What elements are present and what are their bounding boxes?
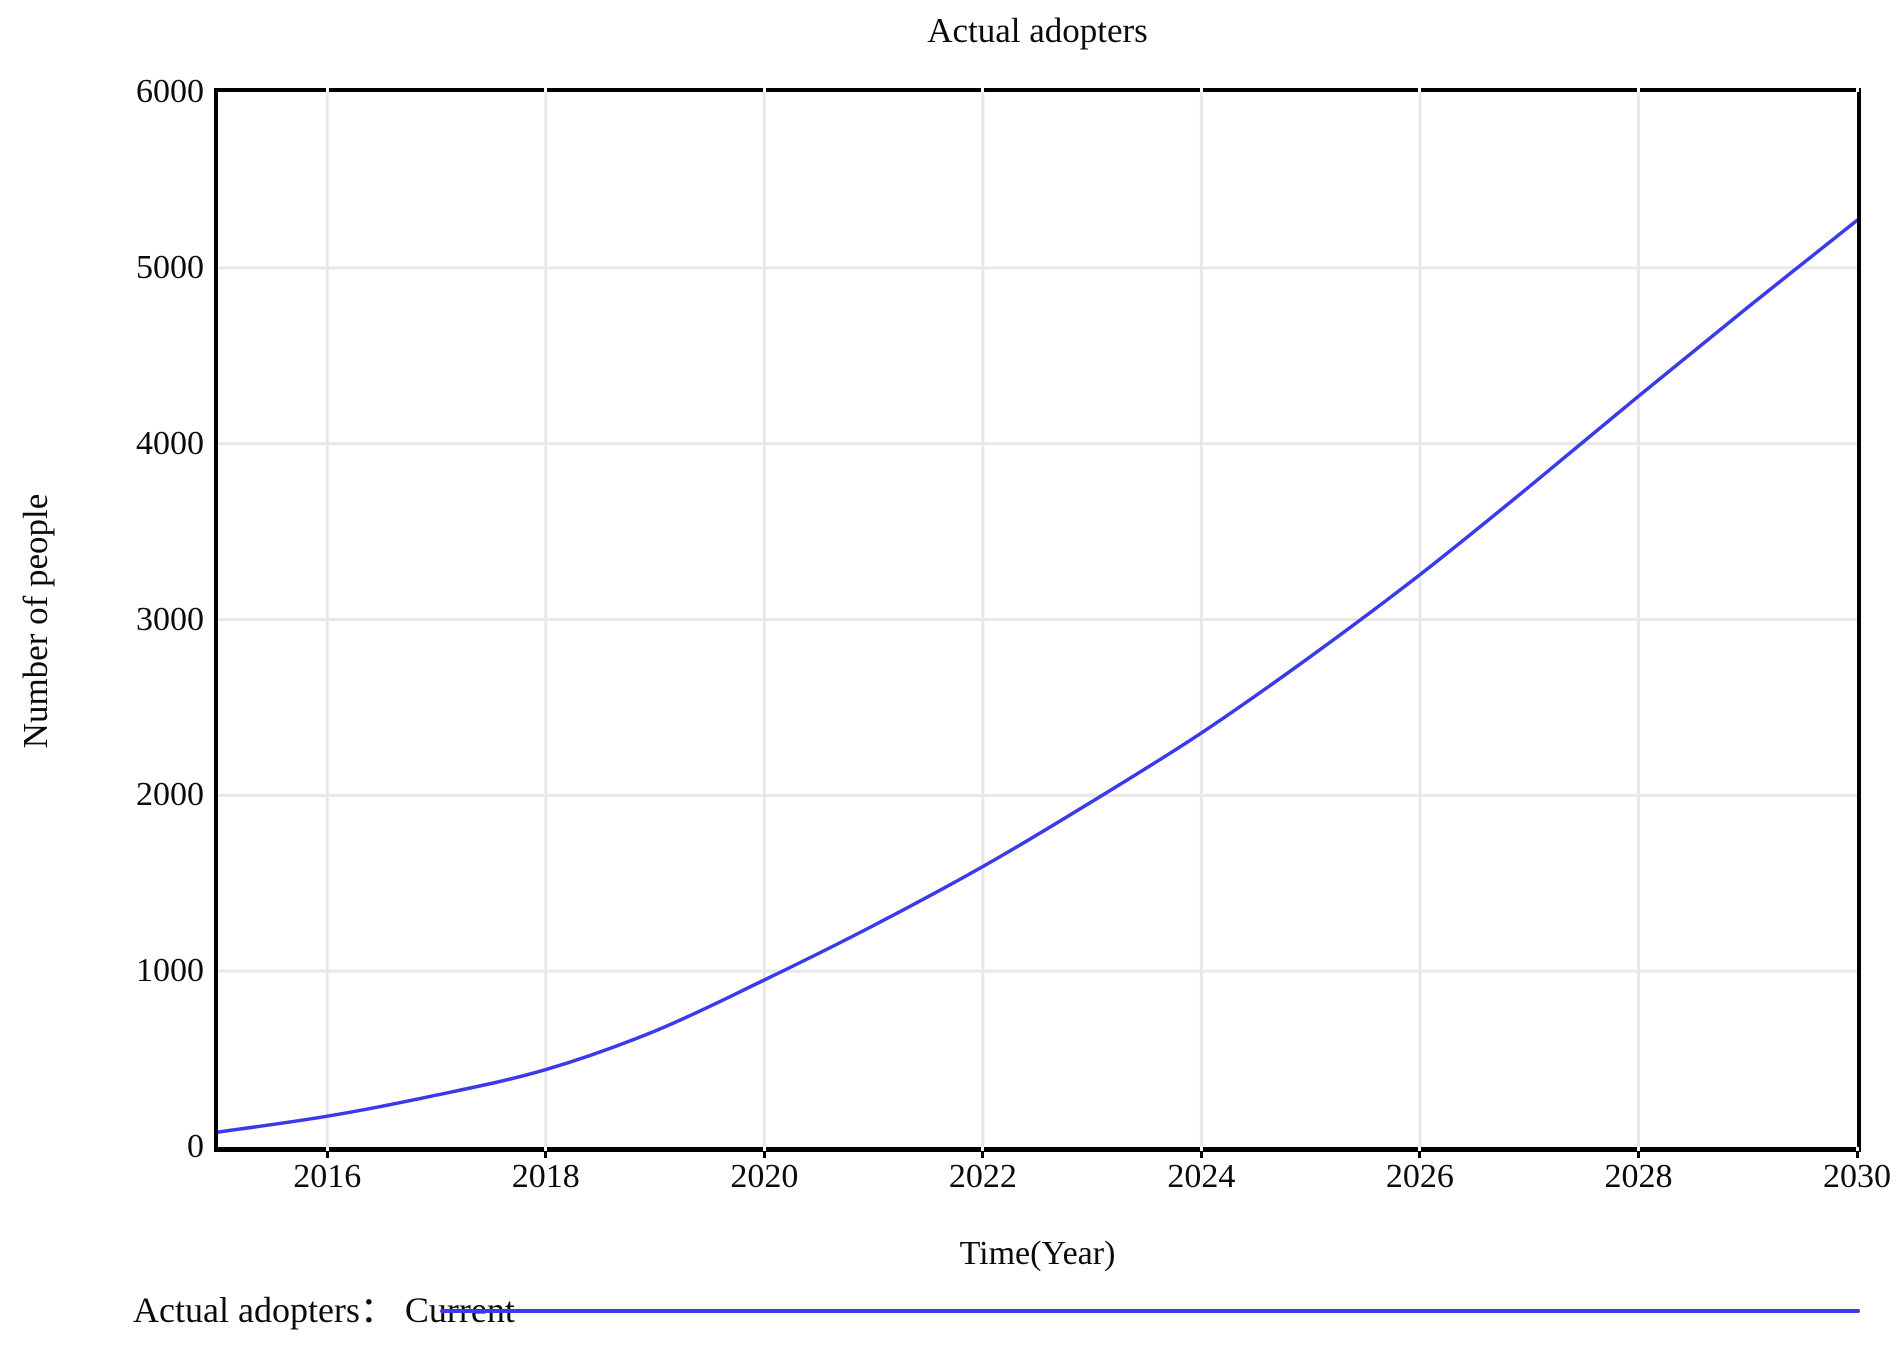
x-axis-tick: [1636, 1152, 1640, 1158]
x-tick-label: 2020: [730, 1158, 799, 1195]
x-axis-tick-notch: [981, 88, 985, 92]
x-axis-tick: [544, 1152, 548, 1158]
x-axis-tick-notch: [1418, 88, 1422, 92]
x-axis-tick: [981, 1152, 985, 1158]
chart-title: Actual adopters: [927, 11, 1148, 50]
x-axis-tick-notch: [762, 88, 766, 92]
x-tick-label: 2016: [293, 1158, 362, 1195]
x-axis-tick: [1199, 1152, 1203, 1158]
x-tick-label: 2030: [1823, 1158, 1891, 1195]
y-tick-label: 0: [187, 1128, 204, 1165]
x-tick-label: 2028: [1604, 1158, 1673, 1195]
y-tick-label: 3000: [136, 600, 204, 638]
x-axis-tick-notch: [1855, 88, 1859, 92]
x-axis-tick: [762, 1152, 766, 1158]
x-axis-tick-notch: [981, 1147, 985, 1151]
x-tick-label: 2024: [1167, 1158, 1236, 1195]
x-axis-tick-notch: [1199, 88, 1203, 92]
x-axis-tick-notch: [544, 1147, 548, 1151]
plot-area: [214, 88, 1861, 1158]
y-tick-label: 2000: [136, 776, 204, 814]
series-line: [218, 218, 1857, 1134]
plot-canvas: [218, 92, 1857, 1147]
x-axis-tick: [325, 1152, 329, 1158]
x-axis-tick: [1855, 1152, 1859, 1158]
x-axis-tick-notch: [1418, 1147, 1422, 1151]
x-axis-tick-notch: [1636, 1147, 1640, 1151]
x-axis-title: Time(Year): [959, 1235, 1116, 1272]
x-axis-tick-notch: [1636, 88, 1640, 92]
y-tick-label: 4000: [136, 424, 204, 462]
x-axis-tick-notch: [762, 1147, 766, 1151]
legend-line-sample: [440, 1309, 1860, 1313]
x-tick-label: 2018: [511, 1158, 580, 1195]
x-tick-label: 2026: [1385, 1158, 1454, 1195]
y-tick-label: 5000: [136, 248, 204, 286]
x-tick-label: 2022: [948, 1158, 1017, 1195]
x-axis-tick-notch: [544, 88, 548, 92]
x-axis-tick-notch: [1855, 1147, 1859, 1151]
x-axis-tick-notch: [325, 1147, 329, 1151]
x-axis-tick-notch: [1199, 1147, 1203, 1151]
x-axis-tick: [1418, 1152, 1422, 1158]
y-tick-label: 1000: [136, 952, 204, 990]
y-tick-label: 6000: [136, 73, 204, 110]
legend: Actual adopters： Current: [0, 1284, 1901, 1340]
x-axis-tick-notch: [325, 88, 329, 92]
